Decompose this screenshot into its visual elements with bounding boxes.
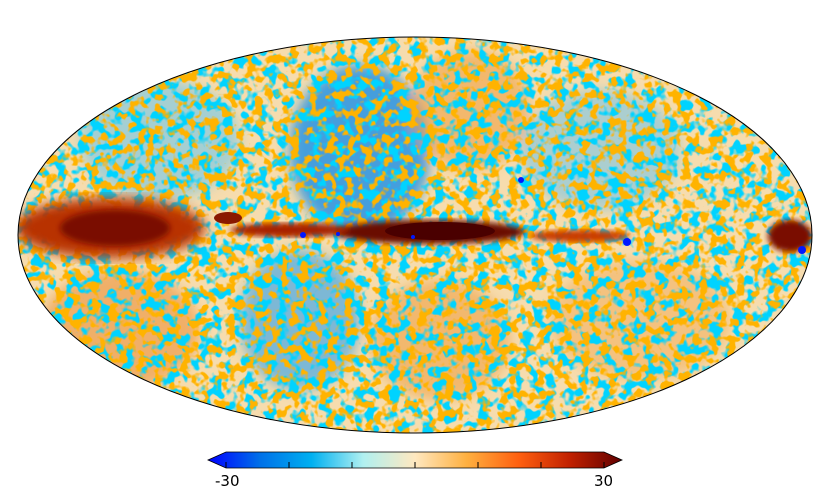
map-outline xyxy=(17,36,813,434)
point-sources xyxy=(300,177,806,254)
mollweide-sky-map xyxy=(18,37,812,433)
galactic-plane-emission xyxy=(18,198,812,258)
colorbar-min-label: -30 xyxy=(215,472,240,490)
colorbar-ticks xyxy=(225,462,605,468)
colorbar-max-label: 30 xyxy=(594,472,614,490)
colorbar xyxy=(207,451,623,469)
